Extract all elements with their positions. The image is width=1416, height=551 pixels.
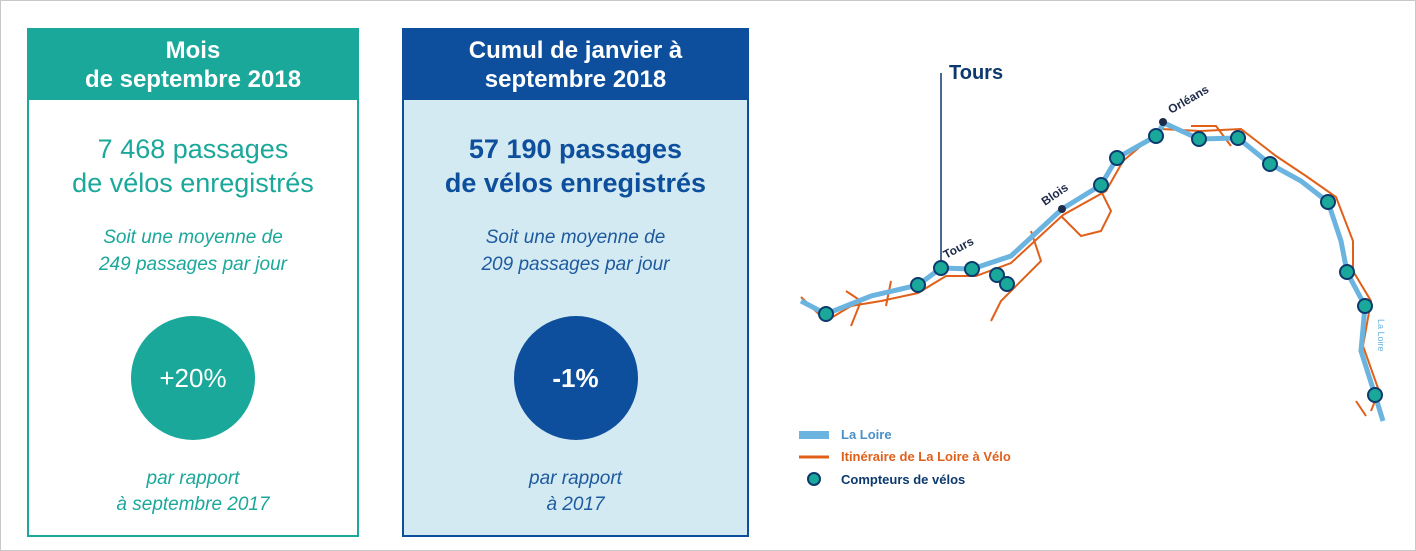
legend-label: Compteurs de vélos — [841, 472, 965, 487]
legend-swatch — [807, 472, 821, 486]
average-line: Soit une moyenne de — [485, 227, 666, 248]
average: Soit une moyenne de 249 passages par jour — [29, 224, 357, 278]
city-label: Tours — [941, 234, 977, 262]
comparison-line: par rapport — [146, 468, 240, 489]
cumulative-card: Cumul de janvier à septembre 2018 57 190 … — [402, 28, 749, 537]
legend-label: La Loire — [841, 427, 892, 442]
counters — [818, 128, 1383, 403]
change-badge: -1% — [513, 316, 638, 440]
total-line: 7 468 passages — [97, 134, 289, 164]
title-line: septembre 2018 — [484, 66, 667, 93]
city-dot — [1159, 118, 1167, 126]
total: 7 468 passages de vélos enregistrés — [29, 132, 357, 200]
total-line: de vélos enregistrés — [444, 168, 707, 198]
total-line: 57 190 passages — [468, 134, 683, 164]
legend-label: Itinéraire de La Loire à Vélo — [841, 449, 1011, 464]
river — [799, 119, 1386, 422]
comparison-line: par rapport — [529, 468, 622, 489]
comparison: par rapport à 2017 — [404, 466, 747, 518]
total: 57 190 passages de vélos enregistrés — [404, 132, 747, 200]
comparison-line: à septembre 2017 — [116, 494, 270, 515]
callout-label: Tours — [949, 62, 1003, 84]
river-label: La Loire — [1376, 319, 1386, 352]
average: Soit une moyenne de 209 passages par jour — [404, 224, 747, 278]
comparison-line: à 2017 — [546, 494, 605, 515]
average-line: Soit une moyenne de — [103, 227, 283, 248]
city-dot — [1058, 205, 1066, 213]
total-line: de vélos enregistrés — [72, 168, 314, 198]
change-badge: +20% — [131, 316, 255, 440]
comparison: par rapport à septembre 2017 — [29, 466, 357, 518]
card-header: Mois de septembre 2018 — [29, 30, 357, 100]
title-line: de septembre 2018 — [84, 66, 302, 93]
average-line: 209 passages par jour — [481, 254, 670, 275]
title-line: Cumul de janvier à — [468, 37, 683, 64]
bike-route — [800, 125, 1381, 417]
average-line: 249 passages par jour — [98, 254, 287, 275]
card-header: Cumul de janvier à septembre 2018 — [404, 30, 747, 100]
city-label: Orléans — [1166, 82, 1212, 117]
title-line: Mois — [165, 37, 221, 64]
month-card: Mois de septembre 2018 7 468 passages de v… — [27, 28, 359, 537]
legend-swatch — [799, 431, 829, 439]
